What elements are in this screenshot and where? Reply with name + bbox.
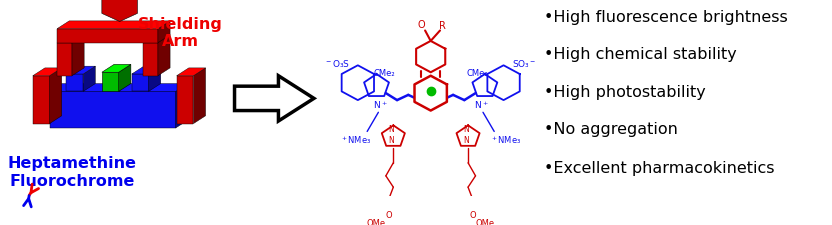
Polygon shape bbox=[72, 35, 84, 76]
Polygon shape bbox=[131, 74, 149, 91]
Text: •High photostability: •High photostability bbox=[543, 85, 706, 99]
Polygon shape bbox=[83, 66, 96, 91]
Polygon shape bbox=[176, 68, 206, 76]
Polygon shape bbox=[102, 72, 119, 91]
Polygon shape bbox=[57, 29, 158, 43]
Polygon shape bbox=[50, 68, 62, 124]
Text: Heptamethine
Fluorochrome: Heptamethine Fluorochrome bbox=[7, 156, 136, 189]
Polygon shape bbox=[149, 66, 161, 91]
Polygon shape bbox=[57, 21, 170, 29]
Text: $^-$O₃S: $^-$O₃S bbox=[324, 58, 350, 69]
Polygon shape bbox=[193, 68, 206, 124]
Text: $^+$NMe₃: $^+$NMe₃ bbox=[340, 134, 372, 146]
Text: R: R bbox=[439, 21, 446, 31]
Polygon shape bbox=[131, 66, 161, 74]
Polygon shape bbox=[176, 83, 188, 128]
Text: N
N: N N bbox=[389, 125, 394, 145]
Text: N
N: N N bbox=[463, 125, 469, 145]
Polygon shape bbox=[143, 35, 170, 43]
Polygon shape bbox=[235, 76, 314, 121]
Polygon shape bbox=[102, 64, 131, 72]
Text: OMe: OMe bbox=[367, 219, 386, 225]
Text: O: O bbox=[418, 20, 425, 30]
Polygon shape bbox=[158, 35, 170, 76]
Text: CMe₂: CMe₂ bbox=[374, 70, 395, 79]
Text: •No aggregation: •No aggregation bbox=[543, 122, 677, 137]
Text: O: O bbox=[469, 211, 476, 220]
Polygon shape bbox=[119, 64, 131, 91]
Polygon shape bbox=[32, 76, 50, 124]
Text: N$^+$: N$^+$ bbox=[473, 99, 488, 111]
Text: Shielding
Arm: Shielding Arm bbox=[138, 17, 223, 50]
Polygon shape bbox=[158, 21, 170, 43]
Text: •High chemical stability: •High chemical stability bbox=[543, 47, 736, 62]
Text: SO₃$^-$: SO₃$^-$ bbox=[512, 58, 537, 69]
Polygon shape bbox=[67, 74, 83, 91]
Polygon shape bbox=[102, 0, 137, 22]
Polygon shape bbox=[67, 66, 96, 74]
Polygon shape bbox=[57, 35, 84, 43]
Text: •Excellent pharmacokinetics: •Excellent pharmacokinetics bbox=[543, 161, 774, 176]
Polygon shape bbox=[143, 43, 158, 76]
Text: $^+$NMe₃: $^+$NMe₃ bbox=[490, 134, 521, 146]
Polygon shape bbox=[32, 68, 62, 76]
Text: N$^+$: N$^+$ bbox=[373, 99, 388, 111]
Polygon shape bbox=[57, 43, 72, 76]
Text: •High fluorescence brightness: •High fluorescence brightness bbox=[543, 10, 787, 25]
Polygon shape bbox=[50, 91, 176, 128]
Text: CMe₂: CMe₂ bbox=[467, 70, 488, 79]
Polygon shape bbox=[50, 83, 188, 91]
Text: O: O bbox=[385, 211, 392, 220]
Polygon shape bbox=[176, 76, 193, 124]
Text: OMe: OMe bbox=[475, 219, 494, 225]
